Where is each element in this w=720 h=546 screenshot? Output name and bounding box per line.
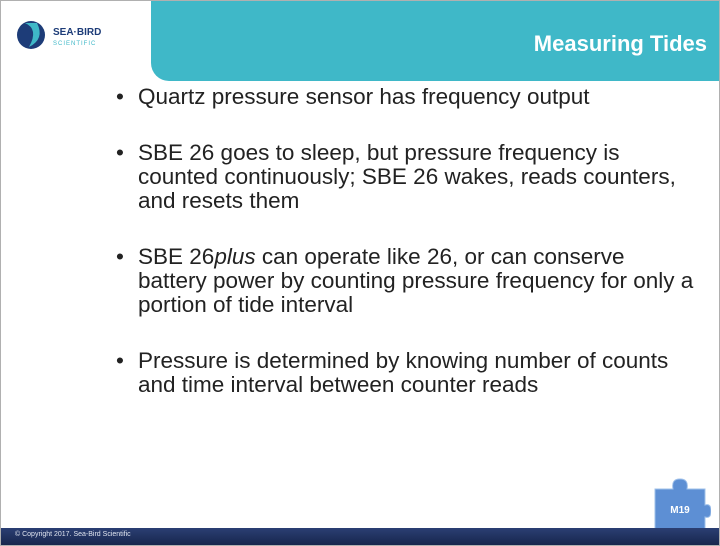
footer-bar: © Copyright 2017. Sea-Bird Scientific: [1, 528, 719, 545]
logo-sub: SCIENTIFIC: [53, 41, 96, 47]
bullet-text: can operate like 26, or can conserve bat…: [138, 244, 694, 317]
copyright: © Copyright 2017. Sea-Bird Scientific: [15, 531, 131, 538]
logo-name: SEA·BIRD: [53, 27, 101, 38]
bullet-text: plus: [214, 244, 256, 269]
logo: SEA·BIRD SCIENTIFIC: [17, 21, 101, 49]
slide-title: Measuring Tides: [533, 31, 707, 56]
header-banner: Measuring Tides: [151, 1, 719, 81]
bullet: SBE 26plus can operate like 26, or can c…: [116, 245, 696, 317]
badge-label: M19: [670, 505, 690, 516]
bullet: Pressure is determined by knowing number…: [116, 349, 696, 397]
badge-piece: [654, 478, 711, 530]
bullet: SBE 26 goes to sleep, but pressure frequ…: [116, 141, 696, 213]
logo-swirl: [25, 23, 40, 47]
bullet-list: Quartz pressure sensor has frequency out…: [116, 85, 696, 429]
bullet-text: SBE 26: [138, 244, 215, 269]
bullet-text: Quartz pressure sensor has frequency out…: [138, 84, 590, 109]
bullet: Quartz pressure sensor has frequency out…: [116, 84, 696, 110]
bullet-text: Pressure is determined by knowing number…: [138, 348, 669, 397]
bullet-text: SBE 26 goes to sleep, but pressure frequ…: [138, 140, 676, 213]
badge: M19: [654, 478, 711, 530]
